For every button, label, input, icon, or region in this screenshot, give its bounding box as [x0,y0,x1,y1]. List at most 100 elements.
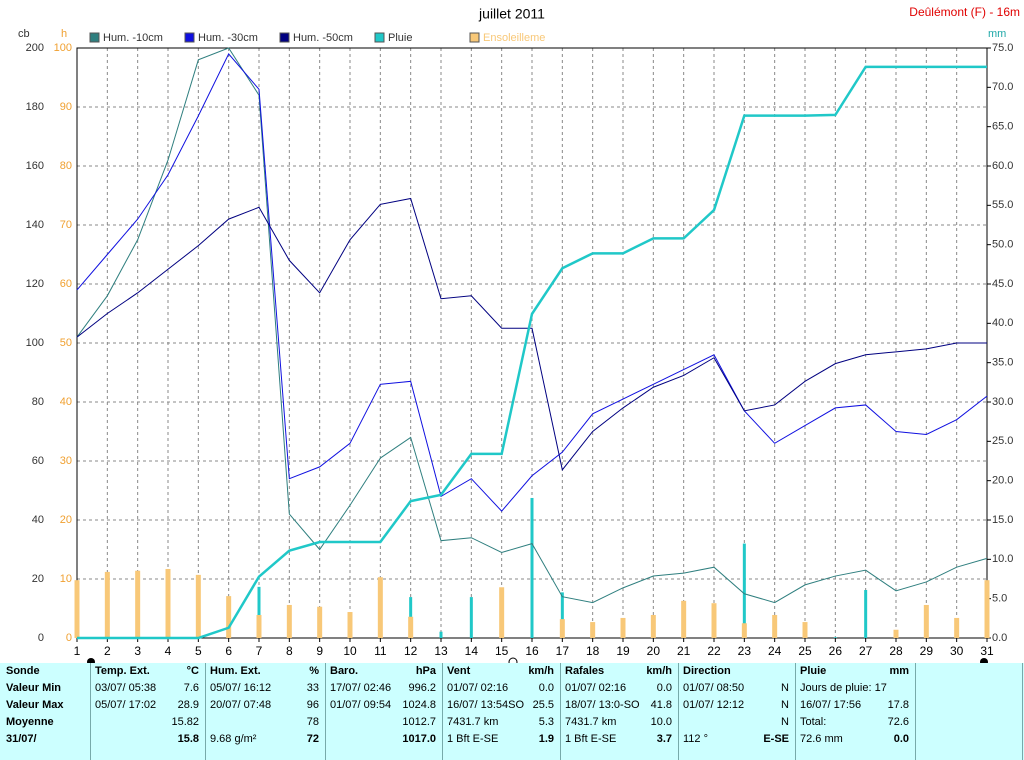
cell-value: 7.6 [183,682,199,694]
cell-text: 112 ° [683,733,708,745]
cell-text: 01/07/ 12:12 [683,699,745,711]
station-label: Deûlémont (F) - 16m [909,5,1020,19]
bar [681,600,687,638]
cell-text: 17/07/ 02:46 [330,682,392,694]
x-tick-label: 13 [434,644,448,658]
bar [165,568,171,638]
x-tick-label: 3 [134,644,141,658]
cell-text: 1 Bft E-SE [447,733,499,745]
bar [984,580,990,638]
column-divider [560,663,561,760]
bar [650,614,656,638]
column-title: Temp. Ext. [95,665,150,677]
y2-tick-label: 30.0 [992,396,1013,408]
y-tick-label: 80 [32,396,44,408]
legend-label: Ensoleilleme [483,32,545,44]
bar [377,577,383,638]
x-tick-label: 8 [286,644,293,658]
y3-tick-label: 30 [60,455,72,467]
y-tick-label: 160 [26,160,44,172]
bar [74,580,80,638]
x-tick-label: 22 [707,644,721,658]
bar [408,616,414,638]
cell-value: N [781,716,789,728]
y3-tick-label: 10 [60,573,72,585]
bar [620,617,626,638]
column-title: Vent [447,665,471,677]
legend-label: Hum. -10cm [103,32,163,44]
cell-value: 996.2 [408,682,436,694]
x-tick-label: 28 [889,644,903,658]
cell-value: 0.0 [538,682,554,694]
y2-tick-label: 60.0 [992,160,1013,172]
cell-text: 7431.7 km [447,716,499,728]
x-tick-label: 18 [586,644,600,658]
x-tick-label: 25 [798,644,812,658]
cell-value: N [781,682,789,694]
bar [560,592,564,638]
cell-value: 72.6 [887,716,909,728]
y2-axis-unit: mm [988,28,1006,40]
column-title: Rafales [565,665,605,677]
x-tick-label: 10 [343,644,357,658]
cell-value: 28.9 [177,699,199,711]
legend-label: Hum. -50cm [293,32,353,44]
cell-text: 18/07/ 13:0-SO [565,699,640,711]
y2-tick-label: 35.0 [992,357,1013,369]
cell-value: 96 [306,699,319,711]
row-label: Valeur Min [6,682,62,694]
y2-tick-label: 45.0 [992,278,1013,290]
cell-value: 1024.8 [402,699,436,711]
line [76,52,988,512]
cell-value: 15.8 [177,733,199,745]
bar [802,622,808,638]
cell-value: 5.3 [538,716,554,728]
cell-text: 03/07/ 05:38 [95,682,157,694]
x-tick-label: 23 [738,644,752,658]
bar [257,586,261,638]
x-tick-label: 21 [677,644,691,658]
cell-value: 10.0 [650,716,672,728]
bar [439,631,443,638]
chart-title: juillet 2011 [478,6,545,22]
y3-tick-label: 50 [60,337,72,349]
cell-value: 1012.7 [402,716,436,728]
line [77,65,987,640]
column-unit: hPa [415,665,436,677]
bar [135,570,141,638]
line [76,197,987,471]
legend-swatch [89,32,100,43]
x-tick-label: 20 [647,644,661,658]
x-tick-label: 31 [980,644,994,658]
y2-tick-label: 5.0 [992,593,1007,605]
column-divider [325,663,326,760]
bar [742,543,746,638]
y3-tick-label: 90 [60,101,72,113]
x-tick-label: 12 [404,644,418,658]
cell-value: 3.7 [656,733,672,745]
cell-value: 25.5 [532,699,554,711]
bar [530,497,534,638]
y2-tick-label: 20.0 [992,475,1013,487]
y3-tick-label: 60 [60,278,72,290]
bar [833,637,837,638]
column-title: Hum. Ext. [210,665,261,677]
y3-tick-label: 0 [66,632,72,644]
y2-tick-label: 70.0 [992,81,1013,93]
cell-value: N [781,699,789,711]
x-tick-label: 14 [465,644,479,658]
legend-label: Pluie [388,32,412,44]
cell-text: 72.6 mm [800,733,843,745]
column-unit: mm [889,665,909,677]
cell-value: 41.8 [650,699,672,711]
row-label: 31/07/ [6,733,37,745]
y2-tick-label: 0.0 [992,632,1007,644]
x-tick-label: 26 [829,644,843,658]
cell-text: 01/07/ 02:16 [565,682,627,694]
legend-swatch [469,32,480,43]
column-divider [1022,663,1023,760]
cell-text: 01/07/ 08:50 [683,682,745,694]
cell-text: 20/07/ 07:48 [210,699,272,711]
y-axis-unit: cb [18,28,30,40]
column-divider [90,663,91,760]
